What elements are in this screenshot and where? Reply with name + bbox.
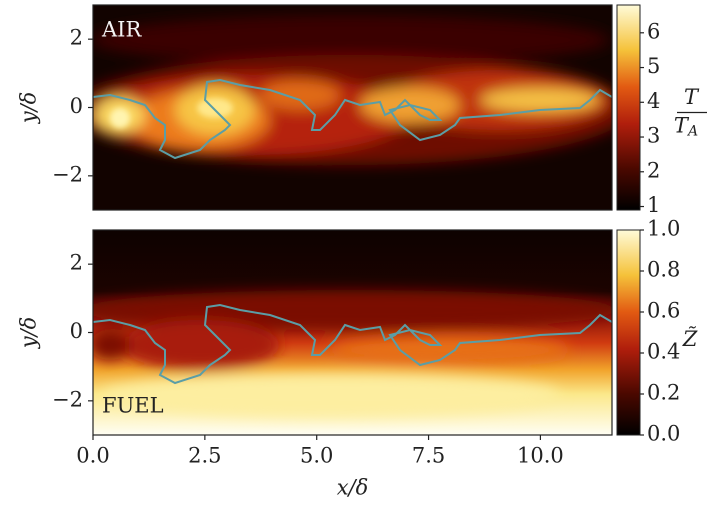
colorbar-label-denominator-main: T: [674, 113, 690, 137]
colorbar-tick-label: 0.8: [647, 258, 680, 282]
colorbar-tick-label: 2: [647, 158, 660, 182]
colorbar-tick-label: 4: [647, 89, 660, 113]
colorbar-label-numerator: T: [684, 85, 700, 109]
colorbar-label-denominator: TA: [674, 113, 698, 140]
x-tick-label: 10.0: [517, 444, 564, 468]
colorbar: [616, 229, 641, 436]
x-tick-label: 2.5: [188, 444, 221, 468]
y-tick-label: 2: [70, 251, 83, 275]
x-tick-label: 0.0: [76, 444, 109, 468]
colorbar-tick-label: 1: [647, 193, 660, 217]
y-tick-label: 2: [70, 26, 83, 50]
colorbar-tick-label: 1.0: [647, 217, 680, 241]
colorbar-tick-label: 0.6: [647, 299, 680, 323]
panel-annotation: FUEL: [102, 394, 164, 418]
y-tick-label: 0: [70, 319, 83, 343]
x-tick-label: 5.0: [300, 444, 333, 468]
y-tick-label: −2: [52, 162, 83, 186]
colorbar-label: Z̃: [682, 327, 698, 351]
colorbar-tick-label: 0.2: [647, 381, 680, 405]
mixture-fraction-field: [93, 230, 612, 435]
y-tick-label: 0: [70, 94, 83, 118]
y-axis-label: y/δ: [17, 92, 41, 125]
x-tick-label: 7.5: [412, 444, 445, 468]
colorbar-tick-label: 0.4: [647, 340, 680, 364]
colorbar-tick-label: 5: [647, 54, 660, 78]
temperature-field: [93, 5, 612, 210]
colorbar-label-denominator-subscript: A: [686, 124, 698, 140]
colorbar-tick-label: 0.0: [647, 422, 680, 446]
colorbar-tick-label: 3: [647, 124, 660, 148]
colorbar: [616, 4, 641, 211]
y-axis-label: y/δ: [17, 317, 41, 350]
colorbar-tick-label: 6: [647, 19, 660, 43]
x-axis-label: x/δ: [337, 476, 369, 500]
y-tick-label: −2: [52, 387, 83, 411]
panel-annotation: AIR: [101, 18, 142, 42]
